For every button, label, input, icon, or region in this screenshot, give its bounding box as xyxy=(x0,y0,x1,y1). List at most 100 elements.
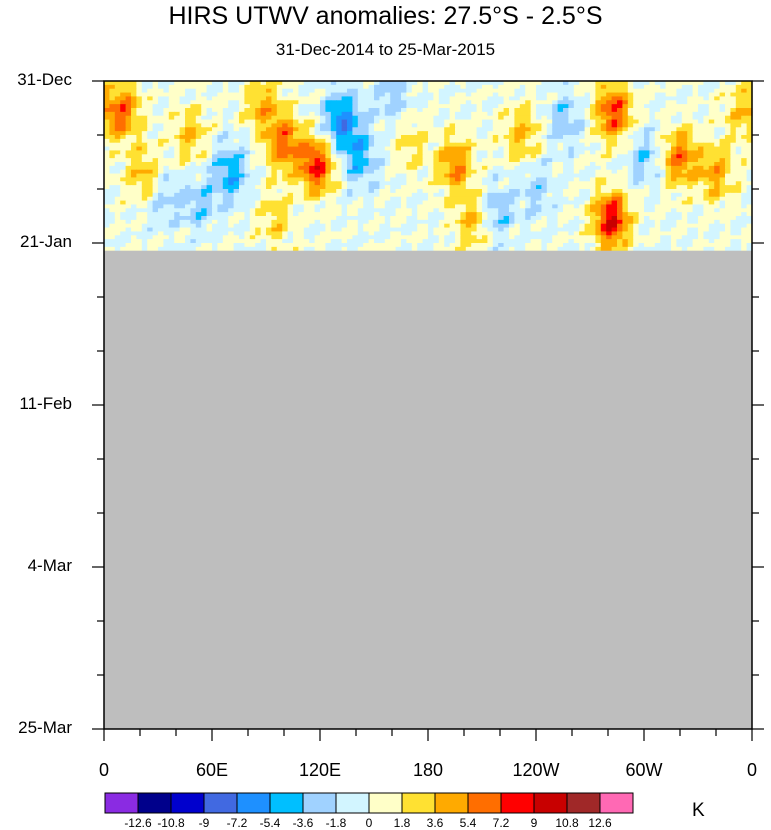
heatmap-cell xyxy=(330,185,337,190)
heatmap-cell xyxy=(255,150,262,155)
heatmap-cell xyxy=(444,185,451,190)
heatmap-cell xyxy=(627,200,634,206)
heatmap-cell xyxy=(260,81,267,86)
heatmap-cell xyxy=(611,146,618,152)
heatmap-cell xyxy=(644,84,650,90)
heatmap-cell xyxy=(314,111,321,117)
heatmap-cell xyxy=(120,158,127,163)
heatmap-cell xyxy=(417,189,424,194)
heatmap-cell xyxy=(233,208,240,213)
heatmap-cell xyxy=(309,127,316,132)
heatmap-cell xyxy=(449,173,456,179)
heatmap-cell xyxy=(617,81,623,86)
heatmap-cell xyxy=(179,231,186,236)
heatmap-cell xyxy=(600,219,607,225)
heatmap-cell xyxy=(222,223,229,229)
heatmap-cell xyxy=(228,239,235,244)
heatmap-cell xyxy=(600,185,607,190)
heatmap-cell xyxy=(411,219,418,225)
heatmap-cell xyxy=(509,111,515,117)
heatmap-cell xyxy=(222,88,229,94)
heatmap-cell xyxy=(563,173,569,179)
heatmap-cell xyxy=(147,135,154,140)
heatmap-cell xyxy=(600,154,607,159)
heatmap-cell xyxy=(158,185,164,190)
heatmap-cell xyxy=(120,216,127,221)
heatmap-cell xyxy=(492,173,499,179)
heatmap-cell xyxy=(660,92,667,98)
heatmap-cell xyxy=(433,177,440,182)
heatmap-cell xyxy=(519,200,526,206)
heatmap-cell xyxy=(552,212,559,217)
heatmap-cell xyxy=(357,181,364,186)
heatmap-cell xyxy=(606,111,613,117)
heatmap-cell xyxy=(622,162,629,167)
heatmap-cell xyxy=(303,216,310,221)
heatmap-cell xyxy=(573,227,580,233)
heatmap-cell xyxy=(622,108,629,113)
heatmap-cell xyxy=(552,127,559,132)
heatmap-cell xyxy=(406,189,413,194)
heatmap-cell xyxy=(401,115,407,121)
heatmap-cell xyxy=(730,84,737,90)
heatmap-cell xyxy=(552,227,559,233)
heatmap-cell xyxy=(514,154,521,159)
heatmap-cell xyxy=(368,108,375,113)
heatmap-cell xyxy=(363,96,370,101)
heatmap-cell xyxy=(390,239,397,244)
heatmap-cell xyxy=(303,189,310,194)
heatmap-cell xyxy=(125,235,132,240)
heatmap-cell xyxy=(147,192,154,198)
heatmap-cell xyxy=(617,200,623,206)
heatmap-cell xyxy=(163,92,170,98)
heatmap-cell xyxy=(244,165,251,171)
heatmap-cell xyxy=(719,219,726,225)
heatmap-cell xyxy=(131,235,137,240)
heatmap-cell xyxy=(638,108,645,113)
heatmap-cell xyxy=(595,111,602,117)
heatmap-cell xyxy=(222,150,229,155)
heatmap-cell xyxy=(676,216,683,221)
heatmap-cell xyxy=(433,154,440,159)
heatmap-cell xyxy=(465,223,472,229)
heatmap-cell xyxy=(141,177,148,182)
heatmap-cell xyxy=(325,204,332,209)
heatmap-cell xyxy=(449,223,456,229)
heatmap-cell xyxy=(417,235,424,240)
heatmap-cell xyxy=(417,115,424,121)
heatmap-cell xyxy=(341,84,348,90)
heatmap-cell xyxy=(644,135,650,140)
heatmap-cell xyxy=(325,192,332,198)
heatmap-cell xyxy=(363,104,370,109)
heatmap-cell xyxy=(293,196,299,202)
heatmap-cell xyxy=(131,135,137,140)
heatmap-cell xyxy=(617,84,623,90)
heatmap-cell xyxy=(352,227,359,233)
heatmap-cell xyxy=(163,146,170,152)
heatmap-cell xyxy=(249,189,256,194)
heatmap-cell xyxy=(546,200,553,206)
heatmap-cell xyxy=(541,115,548,121)
heatmap-cell xyxy=(671,119,677,125)
heatmap-cell xyxy=(368,227,375,233)
heatmap-cell xyxy=(708,169,715,175)
heatmap-cell xyxy=(627,231,634,236)
heatmap-cell xyxy=(336,100,343,105)
heatmap-cell xyxy=(390,150,397,155)
heatmap-cell xyxy=(395,88,402,94)
heatmap-cell xyxy=(546,154,553,159)
heatmap-cell xyxy=(320,189,326,194)
heatmap-cell xyxy=(482,158,488,163)
heatmap-cell xyxy=(152,223,159,229)
heatmap-cell xyxy=(617,150,623,155)
heatmap-cell xyxy=(357,146,364,152)
heatmap-cell xyxy=(692,111,699,117)
heatmap-cell xyxy=(719,165,726,171)
heatmap-cell xyxy=(433,204,440,209)
heatmap-cell xyxy=(374,208,380,213)
heatmap-cell xyxy=(168,212,175,217)
heatmap-cell xyxy=(136,212,143,217)
heatmap-cell xyxy=(185,162,191,167)
heatmap-cell xyxy=(152,111,159,117)
heatmap-cell xyxy=(174,100,181,105)
